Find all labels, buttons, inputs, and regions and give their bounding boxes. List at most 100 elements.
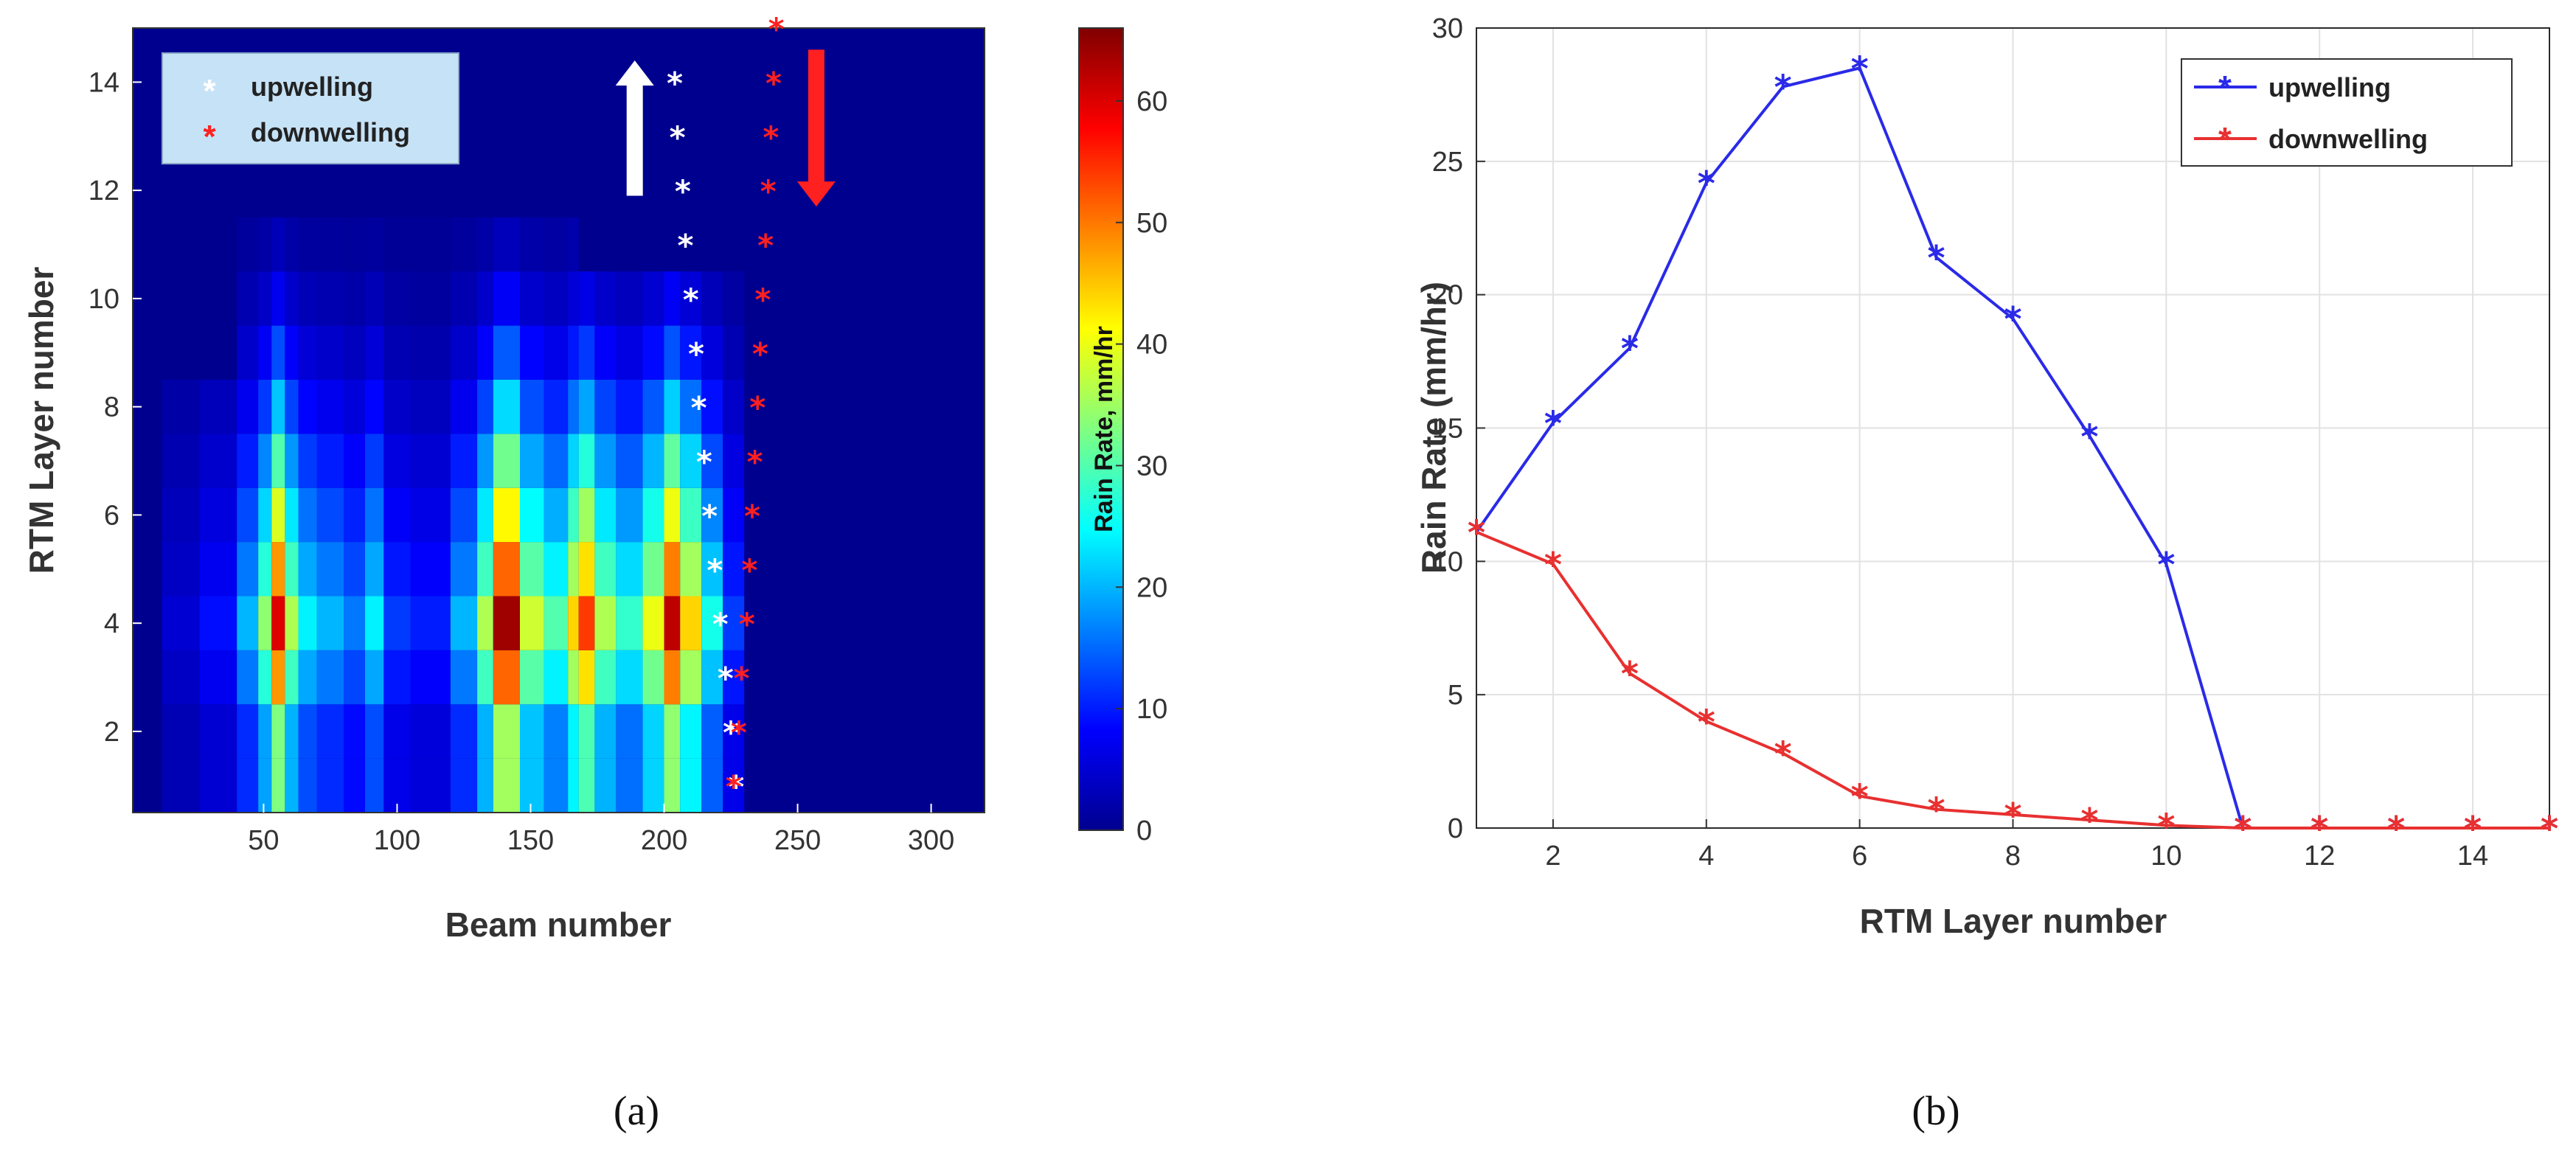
heatmap-point-downwelling: * xyxy=(747,444,763,480)
heatmap-cell xyxy=(383,487,411,543)
heatmap-cell xyxy=(578,325,595,380)
heatmap-cell xyxy=(520,596,544,650)
heatmap-cell xyxy=(450,271,478,326)
line-xtick-label: 2 xyxy=(1545,841,1560,872)
heatmap-cell xyxy=(450,758,478,813)
heatmap-point-downwelling: * xyxy=(726,768,742,804)
heatmap-cell xyxy=(237,217,259,272)
heatmap-cell xyxy=(701,434,723,488)
heatmap-point-upwelling: * xyxy=(667,65,683,101)
heatmap-cell xyxy=(162,379,200,434)
heatmap-cell xyxy=(410,542,451,597)
heatmap-cell xyxy=(285,325,299,380)
heatmap-point-downwelling: * xyxy=(760,173,777,209)
heatmap-cell xyxy=(410,434,451,488)
heatmap-cell xyxy=(258,650,272,705)
series-line-downwelling xyxy=(1476,530,2549,830)
line-ytick-label: 20 xyxy=(1432,280,1463,311)
heatmap-cell xyxy=(298,596,317,650)
heatmap-point-upwelling: * xyxy=(701,498,718,534)
heatmap-axes: 50 100 150 200 250 300 2 4 6 8 10 12 14 xyxy=(88,27,985,856)
heatmap-cell xyxy=(493,325,520,380)
line-ytick-label: 30 xyxy=(1432,13,1463,44)
heatmap-cell xyxy=(520,325,544,380)
heatmap-cell xyxy=(258,542,272,597)
heatmap-cell xyxy=(410,758,451,813)
heatmap-cell xyxy=(594,596,617,650)
heatmap-cell xyxy=(594,271,617,326)
heatmap-cell xyxy=(316,217,344,272)
heatmap-cell xyxy=(701,650,723,705)
line-xtick-label: 12 xyxy=(2304,841,2335,872)
line-xtick-label: 6 xyxy=(1852,841,1867,872)
heatmap-frame xyxy=(132,27,985,813)
heatmap-cell xyxy=(544,650,569,705)
data-point-downwelling: * xyxy=(2541,809,2558,849)
heatmap-ylabel: RTM Layer number xyxy=(22,267,60,574)
data-point-downwelling: * xyxy=(1544,545,1562,585)
heatmap-ytick-label: 2 xyxy=(104,717,119,748)
heatmap-cell xyxy=(298,379,317,434)
heatmap-cell xyxy=(316,758,344,813)
heatmap-point-downwelling: * xyxy=(757,228,774,264)
heatmap-cell xyxy=(410,325,451,380)
heatmap-cell xyxy=(616,650,643,705)
colorbar-label: Rain Rate, mm/hr xyxy=(1090,326,1118,532)
heatmap-cell xyxy=(568,596,579,650)
heatmap-cell xyxy=(383,217,411,272)
heatmap-cell xyxy=(616,325,643,380)
heatmap-point-upwelling: * xyxy=(718,661,734,697)
heatmap-cell xyxy=(594,704,617,759)
heatmap-cell xyxy=(578,271,595,326)
heatmap-cell xyxy=(316,650,344,705)
heatmap-cell xyxy=(642,325,664,380)
heatmap-cell xyxy=(450,325,478,380)
heatmap-cell xyxy=(520,650,544,705)
heatmap-arrows xyxy=(615,49,836,207)
heatmap-cell xyxy=(450,704,478,759)
heatmap-cell xyxy=(316,542,344,597)
colorbar-tick-label: 10 xyxy=(1136,694,1167,725)
heatmap-cell xyxy=(285,487,299,543)
heatmap-point-downwelling: * xyxy=(763,119,779,156)
heatmap-xtick-label: 200 xyxy=(641,825,687,856)
heatmap-cell xyxy=(271,650,285,705)
data-point-upwelling: * xyxy=(1621,329,1639,369)
heatmap-cell xyxy=(616,434,643,488)
line-legend-box xyxy=(2181,58,2513,167)
heatmap-cell xyxy=(450,596,478,650)
heatmap-cell xyxy=(578,434,595,488)
heatmap-cell xyxy=(520,487,544,543)
heatmap-xtick-label: 50 xyxy=(248,825,279,856)
heatmap-cell xyxy=(316,596,344,650)
heatmap-cell xyxy=(701,325,723,380)
heatmap-cell xyxy=(258,434,272,488)
heatmap-cell xyxy=(477,596,493,650)
heatmap-point-downwelling: * xyxy=(744,498,760,534)
heatmap-cell xyxy=(493,758,520,813)
heatmap-cell xyxy=(664,650,681,705)
heatmap-cell xyxy=(680,596,702,650)
heatmap-cell xyxy=(271,758,285,813)
heatmap-cell xyxy=(237,434,259,488)
data-point-downwelling: * xyxy=(1468,513,1485,553)
line-legend-label-upwelling: upwelling xyxy=(2268,72,2391,102)
heatmap-cell xyxy=(594,542,617,597)
data-point-upwelling: * xyxy=(1928,238,1945,278)
heatmap-point-upwelling: * xyxy=(675,173,691,209)
heatmap-cells xyxy=(162,217,745,813)
heatmap-point-upwelling: * xyxy=(728,768,744,804)
heatmap-cell xyxy=(578,542,595,597)
heatmap-cell xyxy=(723,650,745,705)
legend-label-upwelling: upwelling xyxy=(251,72,373,102)
colorbar: 0 10 20 30 40 50 60 Rain Rate, mm/hr xyxy=(1078,27,1167,846)
data-point-downwelling: * xyxy=(2004,796,2021,835)
heatmap-cell xyxy=(258,596,272,650)
heatmap-cell xyxy=(237,758,259,813)
heatmap-cell xyxy=(701,379,723,434)
heatmap-cell xyxy=(723,704,745,759)
heatmap-cell xyxy=(616,542,643,597)
heatmap-cell xyxy=(520,379,544,434)
heatmap-cell xyxy=(344,650,365,705)
